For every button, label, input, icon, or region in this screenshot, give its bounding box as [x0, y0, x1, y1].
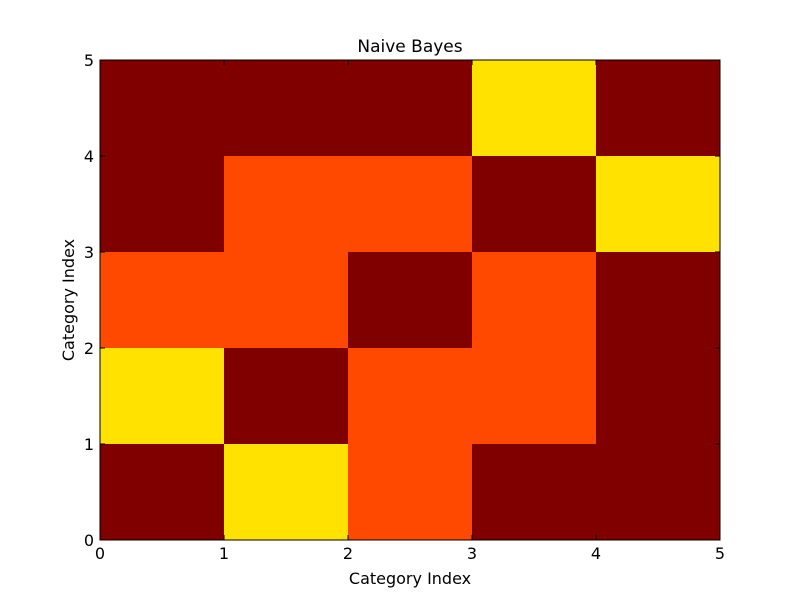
heatmap-cell-r0-c0	[100, 444, 224, 540]
heatmap-cell-r2-c2	[348, 252, 472, 348]
axis-tick-labels: 0 1 2 3 4 5 0 1 2 3 4 5	[84, 51, 725, 563]
heatmap-cell-r2-c1	[224, 252, 348, 348]
heatmap-cell-r0-c4	[596, 444, 720, 540]
heatmap-cell-r4-c1	[224, 60, 348, 156]
y-tick-label-3: 3	[84, 243, 94, 262]
heatmap-cell-r1-c0	[100, 348, 224, 444]
heatmap-cell-r3-c0	[100, 156, 224, 252]
heatmap-cell-r1-c2	[348, 348, 472, 444]
y-tick-label-5: 5	[84, 51, 94, 70]
y-axis-label: Category Index	[59, 239, 78, 361]
heatmap-cell-r3-c1	[224, 156, 348, 252]
heatmap-cell-r3-c3	[472, 156, 596, 252]
heatmap-cell-r4-c0	[100, 60, 224, 156]
heatmap-cell-r0-c2	[348, 444, 472, 540]
y-tick-label-0: 0	[84, 531, 94, 550]
heatmap-cell-r3-c4	[596, 156, 720, 252]
chart-title: Naive Bayes	[357, 37, 462, 57]
y-tick-label-4: 4	[84, 147, 94, 166]
x-tick-label-2: 2	[343, 544, 353, 563]
heatmap-cell-r4-c2	[348, 60, 472, 156]
x-axis-label: Category Index	[349, 569, 471, 588]
heatmap-cell-r4-c4	[596, 60, 720, 156]
heatmap-cell-r2-c4	[596, 252, 720, 348]
x-tick-label-1: 1	[219, 544, 229, 563]
heatmap-cell-r4-c3	[472, 60, 596, 156]
y-tick-label-1: 1	[84, 435, 94, 454]
heatmap-cell-r0-c3	[472, 444, 596, 540]
x-tick-label-0: 0	[95, 544, 105, 563]
heatmap-cell-r1-c1	[224, 348, 348, 444]
heatmap-cell-r1-c4	[596, 348, 720, 444]
heatmap-cell-r2-c0	[100, 252, 224, 348]
heatmap-cell-r0-c1	[224, 444, 348, 540]
heatmap-cell-r2-c3	[472, 252, 596, 348]
heatmap-cell-r3-c2	[348, 156, 472, 252]
heatmap-cells	[100, 60, 720, 540]
y-tick-label-2: 2	[84, 339, 94, 358]
x-tick-label-3: 3	[467, 544, 477, 563]
heatmap-cell-r1-c3	[472, 348, 596, 444]
x-tick-label-4: 4	[591, 544, 601, 563]
plot-frame	[99, 59, 721, 541]
x-tick-label-5: 5	[715, 544, 725, 563]
